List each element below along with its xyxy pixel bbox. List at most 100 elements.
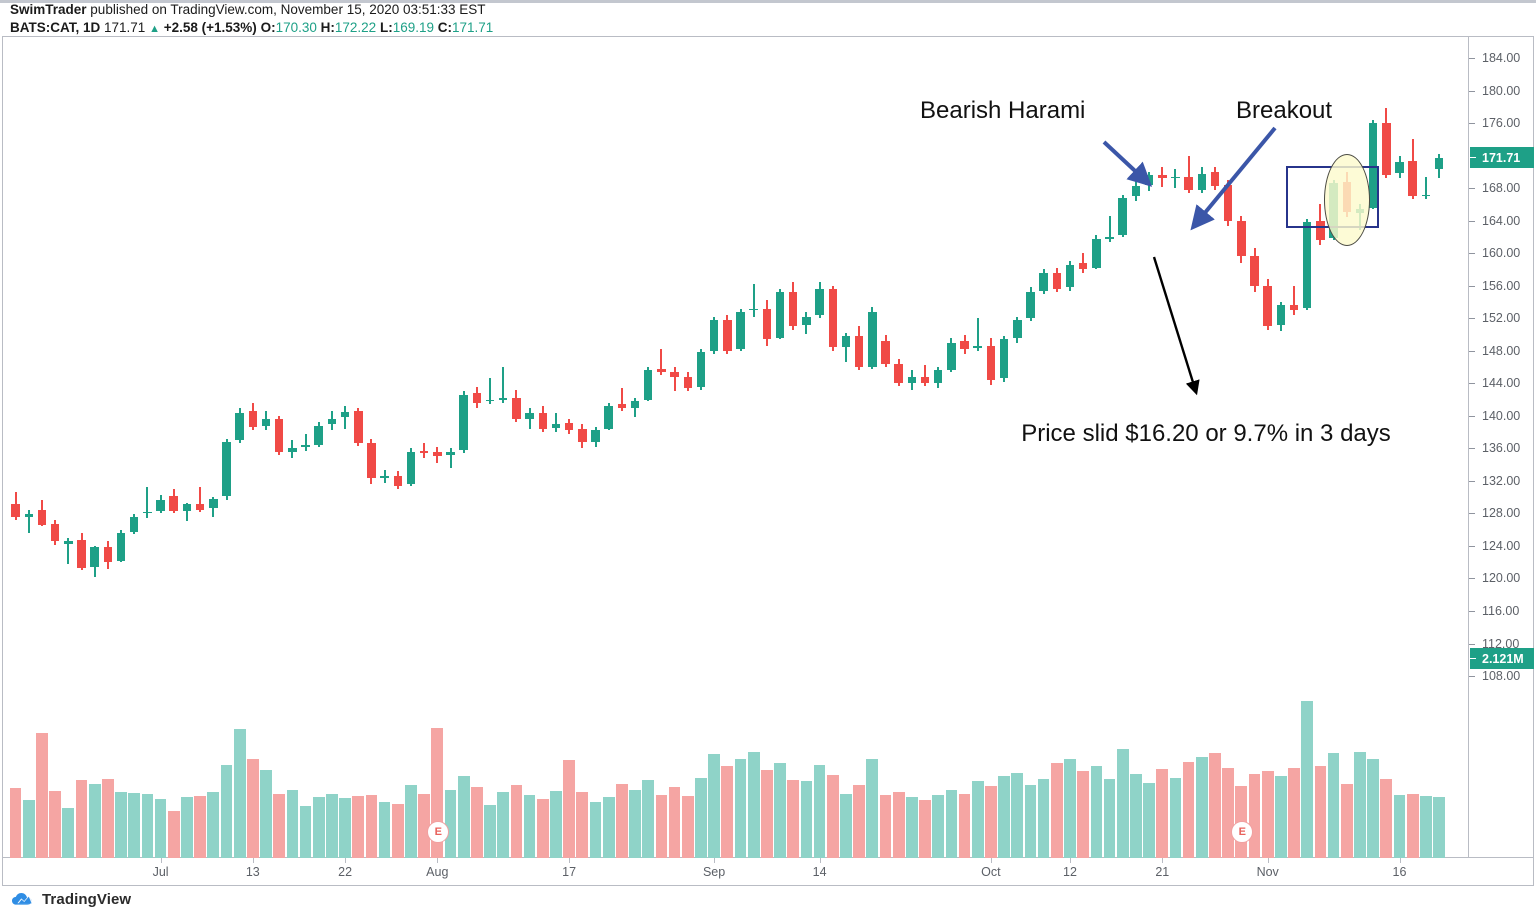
volume-bar [813,765,826,859]
candle-body [195,503,205,511]
time-tick-label: 14 [812,865,827,879]
time-axis[interactable]: Jul 13 22 Aug 17 Sep 14 Oct 12 21 Nov 16 [2,858,1534,886]
volume-bar [892,792,905,859]
price-tick [1469,480,1475,482]
volume-bar [1182,761,1195,859]
tradingview-logo[interactable]: TradingView [12,890,131,908]
candle-body [24,514,34,517]
earnings-marker[interactable]: E [1231,821,1254,843]
candle-body [538,412,548,429]
volume-bar [220,765,233,859]
candle-body [749,308,758,311]
volume-bar [497,792,510,859]
time-tick-label: 21 [1155,865,1170,879]
earnings-marker[interactable]: E [427,821,450,843]
candle-body [578,428,587,442]
candle-body [1184,176,1193,190]
price-tick [1469,58,1475,59]
price-tick [1469,578,1475,580]
volume-bar [431,728,444,859]
volume-bar [1143,782,1155,859]
volume-bar [1130,773,1142,859]
time-tick [1399,858,1401,863]
candle-wick [146,487,149,519]
volume-bar [536,798,549,859]
candle-body [485,399,495,402]
candle-body [1250,256,1259,286]
candle-wick [555,412,557,432]
candle-body [314,425,323,445]
candle-body [1263,285,1272,327]
close-label: C: [437,20,453,35]
candle-body [64,541,73,545]
volume-bar [312,797,325,859]
time-tick [160,858,162,863]
symbol-line: BATS:CAT, 1D 171.71 ▲ +2.58 (+1.53%) O:1… [10,20,493,35]
volume-bar [418,793,431,859]
volume-bar [1354,751,1366,859]
volume-bar [246,759,259,859]
candle-body [1131,185,1141,197]
time-tick-label: Sep [702,865,726,879]
annotation-price-slid: Price slid $16.20 or 9.7% in 3 days [1021,420,1391,447]
volume-bar [1011,772,1024,859]
volume-bar [800,781,813,859]
open-label: O: [260,20,276,35]
price-tick [1469,415,1475,417]
price-tick-label: 120.00 [1482,571,1521,586]
candle-wick [67,537,70,564]
volume-bar [484,804,496,859]
volume-bar [826,775,839,859]
volume-bar [1393,794,1406,859]
time-tick [819,858,821,863]
price-tick-label: 184.00 [1482,51,1521,65]
price-tick-label: 116.00 [1482,603,1520,618]
time-tick-label: 13 [245,865,260,879]
volume-bar [1380,778,1393,859]
price-tick-label: 180.00 [1482,83,1521,98]
window-top-edge [0,0,1536,3]
symbol-label[interactable]: BATS:CAT, 1D [10,20,101,35]
volume-bar [36,732,48,859]
price-tick [1469,220,1475,222]
candle-body [1421,194,1431,197]
candle-body [551,423,561,428]
candle-body [169,495,178,511]
price-axis[interactable]: 184.00 180.00 176.00 168.00 164.00 160.00 156.… [1468,36,1534,858]
candle-body [472,393,482,403]
candle-body [1368,123,1378,208]
volume-bar [1103,778,1116,859]
candle-body [340,411,350,418]
volume-bar [260,770,272,859]
volume-bar [1314,766,1327,859]
volume-bar [576,792,589,859]
candle-body [1382,123,1391,176]
price-tick [1469,383,1475,385]
candle-wick [752,284,755,317]
candle-body [274,419,284,452]
price-tick-label: 152.00 [1482,311,1521,326]
candle-body [1395,162,1404,174]
candle-body [143,511,152,514]
volume-bar [1420,796,1432,859]
volume-bar [1024,784,1037,859]
candle-wick [185,502,188,522]
price-tick [1469,253,1475,255]
candle-body [802,316,811,325]
volume-bar [181,797,193,859]
volume-bar [747,751,760,859]
volume-bar [905,797,918,859]
price-tick-label: 108.00 [1482,669,1521,683]
tradingview-cloud-icon [12,893,33,905]
volume-bar [1301,701,1314,859]
price-tick [1469,676,1475,677]
candle-body [367,443,376,479]
time-tick [714,858,716,863]
volume-bar [774,762,786,859]
volume-bar [194,796,206,859]
volume-bar [1077,771,1090,859]
volume-bar [523,794,536,859]
volume-bar [1340,783,1353,859]
candle-body [393,476,403,486]
price-tick [1469,90,1475,92]
